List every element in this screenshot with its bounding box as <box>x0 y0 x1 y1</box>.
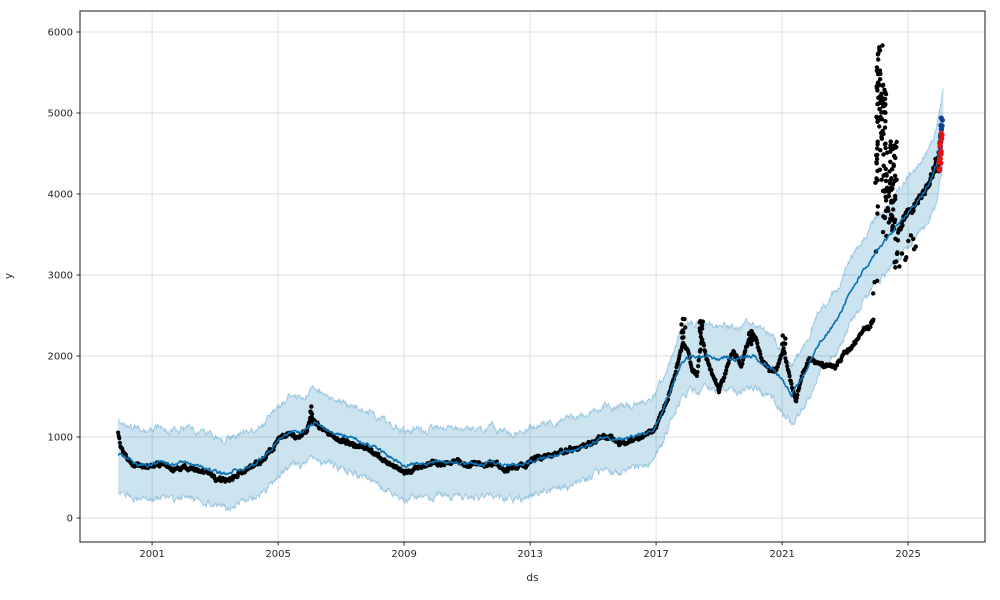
x-axis-ticks: 2001 2005 2009 2013 2017 2021 2025 <box>139 542 921 560</box>
plot-data <box>116 43 946 513</box>
x-tick-label: 2021 <box>769 549 794 560</box>
x-tick-label: 2005 <box>265 549 290 560</box>
x-tick-label: 2013 <box>517 549 542 560</box>
x-tick-label: 2025 <box>895 549 920 560</box>
band-lower-edge <box>117 161 944 513</box>
y-tick-label: 5000 <box>48 109 73 120</box>
x-tick-label: 2009 <box>391 549 416 560</box>
y-tick-label: 4000 <box>48 190 73 201</box>
uncertainty-band <box>118 88 944 512</box>
y-axis-label: y <box>3 272 16 280</box>
axes-spines <box>79 10 986 543</box>
y-tick-label: 0 <box>67 514 73 525</box>
x-tick-label: 2001 <box>139 549 164 560</box>
y-tick-label: 3000 <box>48 271 73 282</box>
y-tick-label: 6000 <box>48 28 73 39</box>
x-axis-label: ds <box>526 572 539 584</box>
actuals-anomaly-clusters <box>308 43 942 426</box>
recent-points-red <box>936 130 945 173</box>
forecast-yhat <box>117 125 945 476</box>
y-axis-ticks: 0 1000 2000 3000 4000 5000 6000 <box>48 28 80 525</box>
y-tick-label: 2000 <box>48 352 73 363</box>
y-tick-label: 1000 <box>48 433 73 444</box>
grid <box>80 11 985 542</box>
band-upper-edge <box>117 88 944 445</box>
x-tick-label: 2017 <box>643 549 668 560</box>
